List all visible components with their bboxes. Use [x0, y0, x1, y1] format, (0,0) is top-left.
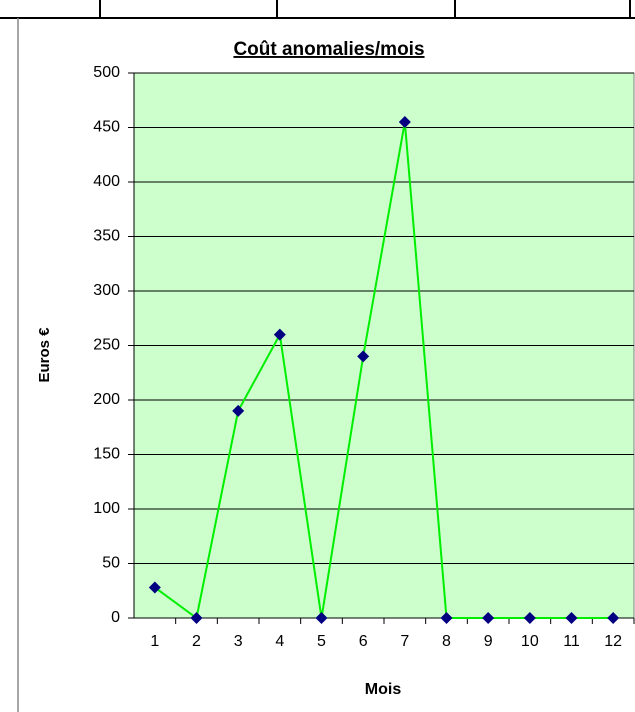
- x-tick-label: 2: [192, 633, 201, 650]
- data-marker: [273, 328, 286, 341]
- data-marker: [565, 612, 578, 624]
- data-marker: [357, 350, 370, 363]
- chart-title: Coût anomalies/mois: [233, 39, 424, 60]
- data-marker: [523, 612, 536, 624]
- y-tick-label: 350: [93, 228, 120, 245]
- x-tick-label: 6: [359, 633, 368, 650]
- y-tick-label: 250: [93, 337, 120, 354]
- x-tick-label: 10: [521, 633, 539, 650]
- data-marker: [398, 116, 411, 129]
- y-tick-label: 300: [93, 282, 120, 299]
- y-axis-label: Euros €: [36, 327, 53, 383]
- data-line: [154, 121, 614, 620]
- x-axis-label: Mois: [365, 681, 402, 698]
- x-tick-label: 8: [442, 633, 451, 650]
- y-tick-label: 400: [93, 173, 120, 190]
- y-tick-label: 100: [93, 500, 120, 517]
- x-tick-label: 9: [484, 633, 493, 650]
- x-tick-label: 4: [275, 633, 284, 650]
- data-marker: [148, 581, 161, 594]
- data-marker: [440, 612, 453, 624]
- x-tick-label: 12: [604, 633, 622, 650]
- data-marker: [607, 612, 620, 624]
- y-tick-label: 0: [111, 609, 120, 626]
- data-marker: [315, 612, 328, 624]
- data-marker: [232, 404, 245, 417]
- x-tick-label: 5: [317, 633, 326, 650]
- y-tick-label: 150: [93, 446, 120, 463]
- data-marker: [190, 612, 203, 624]
- data-marker: [482, 612, 495, 624]
- y-tick-label: 50: [102, 555, 120, 572]
- y-tick-label: 500: [93, 64, 120, 81]
- x-tick-label: 1: [150, 633, 159, 650]
- x-tick-label: 11: [563, 633, 580, 650]
- y-tick-label: 200: [93, 391, 120, 408]
- y-tick-label: 450: [93, 119, 120, 136]
- x-tick-label: 7: [400, 633, 409, 650]
- x-tick-label: 3: [234, 633, 243, 650]
